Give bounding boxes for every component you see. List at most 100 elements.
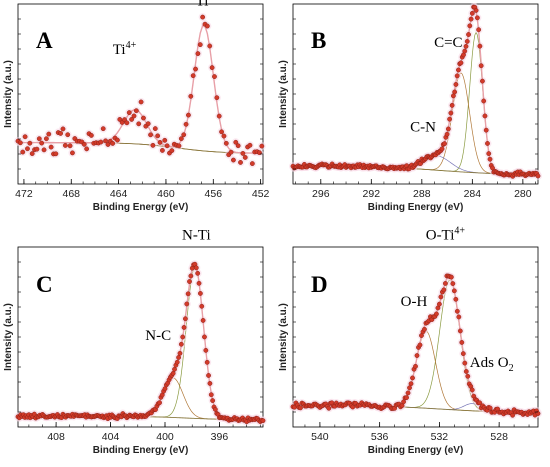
data-point — [157, 140, 163, 145]
data-point — [36, 136, 42, 142]
data-point — [483, 127, 489, 133]
data-point — [207, 43, 213, 49]
data-point — [65, 132, 71, 138]
data-point — [136, 121, 142, 127]
data-point — [401, 399, 406, 405]
y-axis-title: Intensity (a.u.) — [3, 60, 14, 128]
data-point — [460, 351, 466, 357]
fit-component-1 — [292, 31, 539, 175]
data-point — [231, 157, 236, 163]
data-point — [204, 359, 210, 365]
data-point — [84, 146, 90, 152]
data-point — [448, 274, 454, 280]
data-point — [206, 373, 211, 378]
data-point — [457, 328, 463, 334]
data-point — [188, 273, 194, 279]
data-point — [463, 369, 469, 374]
data-point — [404, 395, 409, 401]
fit-envelope — [18, 25, 262, 154]
data-point — [70, 150, 75, 156]
x-tick-label: 408 — [47, 431, 65, 443]
data-point — [465, 373, 471, 379]
data-point — [482, 113, 488, 119]
data-point — [41, 147, 47, 153]
data-point — [187, 279, 192, 284]
data-point — [200, 14, 206, 20]
peak-label: N-C — [145, 328, 171, 344]
data-point — [170, 370, 176, 376]
data-point — [487, 156, 493, 162]
data-point — [216, 113, 222, 119]
data-point — [152, 126, 158, 132]
data-point — [413, 363, 418, 369]
data-point — [468, 16, 474, 22]
data-point — [17, 140, 23, 146]
panel-A: 472 468 464 460 456 452 Binding Energy (eV) Int… — [3, 0, 270, 213]
data-point — [463, 43, 469, 49]
x-tick-label: 464 — [110, 188, 128, 200]
data-point — [131, 113, 137, 119]
data-point — [204, 23, 210, 29]
data-point — [133, 108, 139, 114]
data-point — [115, 137, 120, 143]
data-point — [452, 89, 458, 95]
data-point — [81, 141, 87, 147]
data-point — [453, 82, 459, 87]
data-point — [242, 155, 248, 160]
x-tick-label: 288 — [413, 188, 431, 200]
data-point — [474, 15, 480, 21]
data-point — [197, 291, 203, 296]
data-point — [212, 74, 217, 79]
data-point — [186, 112, 191, 118]
data-point — [184, 301, 190, 307]
data-point — [44, 136, 49, 142]
data-point — [193, 66, 198, 72]
data-point — [449, 102, 455, 108]
data-point — [462, 48, 468, 54]
y-axis-title: Intensity (a.u.) — [3, 303, 14, 371]
panel-D: 540 536 532 528 Binding Energy (eV) Intensity… — [278, 225, 542, 456]
data-point — [458, 60, 464, 66]
data-point — [450, 281, 456, 286]
data-point — [442, 141, 447, 147]
data-point — [176, 143, 182, 149]
panel-letter: B — [311, 28, 326, 53]
peak-label: O-Ti4+ — [426, 225, 466, 243]
peak-label: Ti4+ — [113, 40, 137, 58]
data-point — [197, 42, 203, 48]
plot-frame — [292, 3, 539, 185]
data-point — [466, 32, 471, 37]
data-point — [145, 121, 151, 127]
data-point — [410, 375, 415, 381]
data-point — [172, 366, 177, 372]
x-tick-label: 400 — [156, 431, 174, 443]
x-tick-label: 296 — [312, 188, 330, 200]
data-point — [444, 131, 450, 137]
data-point — [223, 140, 229, 146]
peak-label: N-Ti — [182, 227, 211, 243]
data-point — [485, 141, 490, 146]
data-point — [442, 281, 448, 286]
data-point — [176, 355, 182, 360]
data-point — [62, 143, 68, 148]
data-point — [481, 98, 487, 104]
data-point — [238, 160, 243, 165]
data-point — [169, 148, 175, 154]
x-tick-label: 284 — [464, 188, 482, 200]
data-point — [110, 141, 116, 146]
data-point — [487, 405, 493, 411]
data-point — [417, 342, 423, 348]
data-point — [129, 116, 135, 122]
data-point — [259, 143, 265, 149]
data-point — [486, 151, 492, 156]
data-point — [164, 143, 170, 149]
data-point — [437, 301, 442, 307]
data-point — [459, 340, 465, 345]
data-point — [196, 280, 202, 286]
panel-B: 296 292 288 284 280 Binding Energy (eV) Intens… — [278, 0, 542, 213]
data-point — [434, 311, 439, 317]
fit-envelope — [292, 6, 539, 176]
data-point — [150, 142, 156, 148]
data-point — [480, 78, 485, 84]
data-point — [138, 99, 144, 105]
